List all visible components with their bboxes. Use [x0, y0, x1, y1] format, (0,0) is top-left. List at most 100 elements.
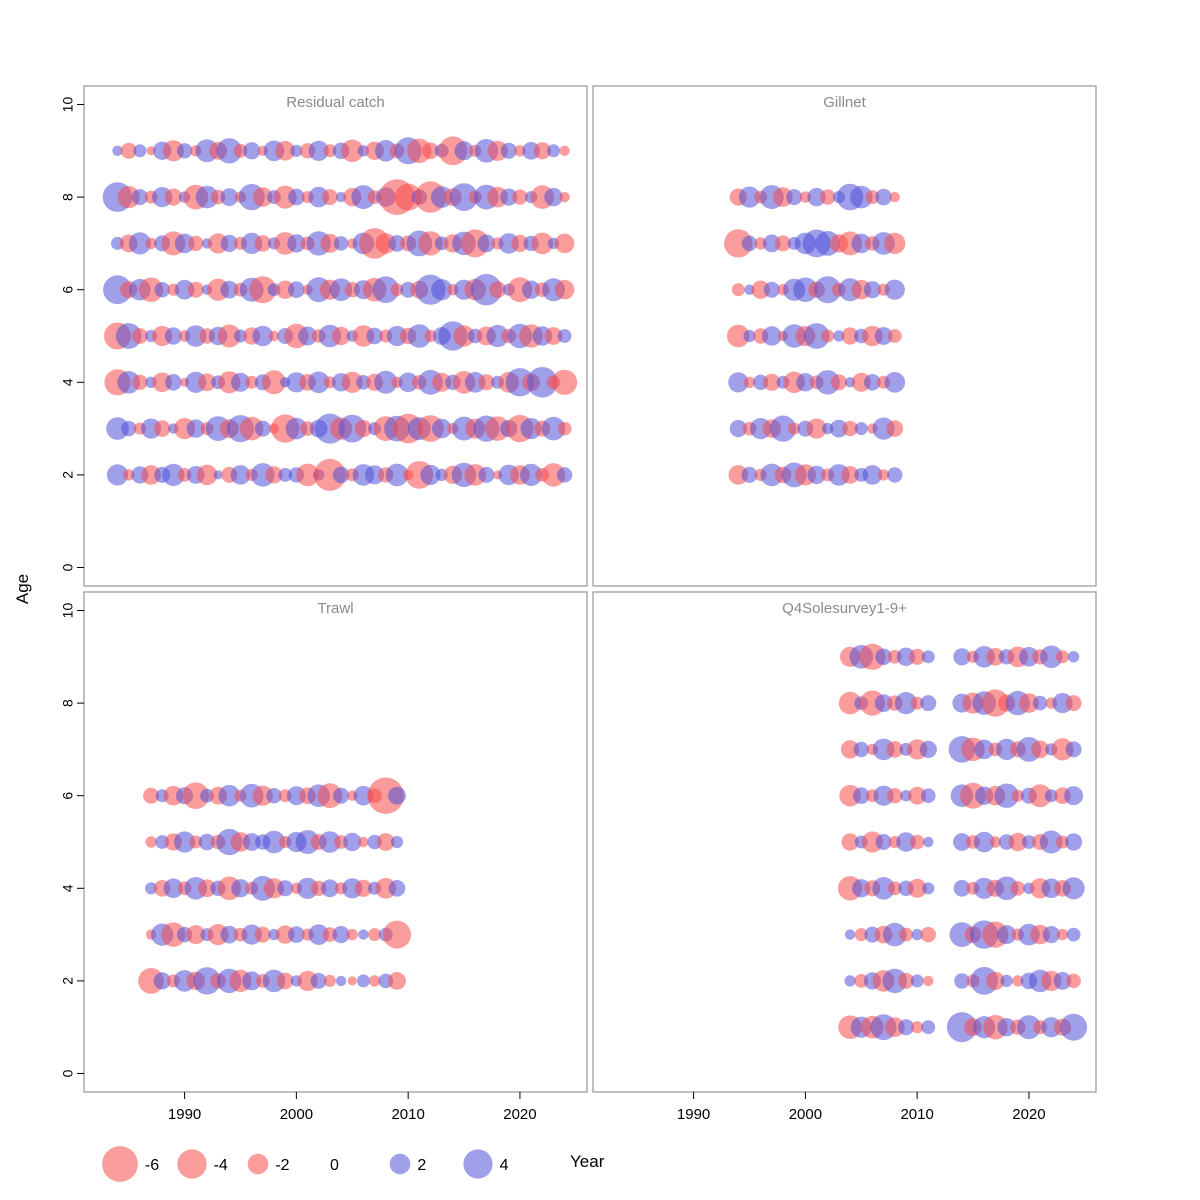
- residual-bubble: [372, 276, 400, 304]
- residual-bubble: [884, 232, 906, 254]
- residual-bubble: [544, 187, 563, 207]
- x-tick-label: 2010: [900, 1106, 933, 1123]
- residual-bubble: [911, 928, 923, 941]
- legend-bubble: [102, 1146, 138, 1182]
- residual-bubble: [319, 831, 341, 853]
- residual-bubble: [994, 876, 1019, 901]
- x-tick-label: 2000: [789, 1106, 822, 1123]
- residual-bubble: [277, 880, 294, 897]
- residual-bubble: [189, 835, 203, 849]
- residual-bubble: [1067, 651, 1080, 663]
- residual-bubble: [898, 1019, 914, 1036]
- residual-bubble: [431, 418, 452, 439]
- residual-bubble: [1053, 972, 1072, 990]
- residual-bubble: [329, 278, 353, 302]
- residual-bubble: [527, 367, 558, 398]
- residual-bubble: [786, 189, 803, 206]
- residual-bubble: [921, 788, 936, 803]
- residual-bubble: [153, 420, 171, 437]
- residual-bubble: [865, 190, 880, 205]
- residual-bubble: [323, 144, 337, 158]
- residual-bubble: [989, 836, 1002, 848]
- residual-bubble: [390, 835, 404, 849]
- residual-bubble: [231, 879, 250, 898]
- residual-bubble: [343, 832, 362, 852]
- residual-bubble: [863, 281, 882, 299]
- residual-bubble: [288, 281, 305, 299]
- residual-bubble: [390, 283, 404, 297]
- residual-bubble: [220, 925, 239, 944]
- residual-bubble: [489, 281, 506, 299]
- residual-bubble: [887, 881, 902, 896]
- residual-bubble: [724, 229, 753, 258]
- residual-bubble: [332, 466, 350, 484]
- residual-bubble: [249, 276, 277, 304]
- residual-bubble: [296, 463, 319, 487]
- residual-bubble: [554, 279, 575, 300]
- residual-bubble: [367, 777, 404, 814]
- residual-bubble: [123, 469, 135, 481]
- residual-bubble: [254, 420, 271, 437]
- residual-bubble: [454, 141, 474, 161]
- legend-label: 4: [500, 1157, 509, 1174]
- residual-bubble: [762, 234, 781, 253]
- residual-bubble: [884, 279, 905, 300]
- residual-bubble: [431, 279, 453, 301]
- residual-bubble: [738, 186, 761, 208]
- panel-q4solesurvey: Q4Solesurvey1-9+ 1990 2000 2010 2020: [592, 591, 1097, 1123]
- y-tick-label: 6: [60, 792, 76, 800]
- residual-bubble: [974, 739, 994, 760]
- residual-bubble: [388, 880, 406, 897]
- residual-bubble: [333, 787, 350, 804]
- y-tick-label: 8: [60, 193, 76, 201]
- residual-bubble: [511, 234, 529, 252]
- panel-title: Residual catch: [286, 94, 384, 111]
- residual-bubble: [763, 373, 781, 391]
- residual-bubble: [1010, 881, 1026, 896]
- residual-bubble: [500, 142, 517, 159]
- residual-bubble: [385, 463, 409, 487]
- residual-bubble: [762, 326, 782, 346]
- residual-bubble: [252, 325, 274, 347]
- residual-bubble: [821, 329, 835, 343]
- residual-bubble: [886, 741, 904, 758]
- residual-bubble: [886, 420, 904, 437]
- residual-bubble: [115, 323, 142, 349]
- residual-bubble: [973, 831, 995, 853]
- residual-bubble: [1008, 832, 1027, 852]
- residual-bubble: [163, 878, 184, 899]
- residual-bubble: [520, 463, 543, 486]
- residual-bubble: [366, 327, 383, 345]
- residual-bubble: [351, 185, 376, 210]
- residual-bubble: [422, 142, 439, 160]
- residual-bubble: [820, 189, 836, 205]
- residual-bubble: [313, 458, 346, 491]
- residual-bubble: [910, 696, 924, 710]
- residual-bubble: [997, 1017, 1016, 1037]
- residual-bubble: [1032, 695, 1048, 711]
- residual-bubble: [478, 374, 495, 391]
- residual-bubble: [331, 326, 351, 346]
- residual-bubble: [308, 140, 329, 161]
- residual-bubble: [884, 372, 906, 393]
- residual-bubble: [1064, 786, 1084, 806]
- residual-bubble: [143, 787, 160, 804]
- residual-bubble: [741, 235, 758, 252]
- legend-bubble: [463, 1149, 493, 1179]
- residual-bubble: [853, 787, 870, 804]
- residual-bubble: [195, 185, 219, 209]
- residual-bubble: [106, 417, 129, 440]
- residual-bubble: [470, 274, 503, 306]
- residual-bubble: [769, 415, 797, 442]
- residual-bubble: [841, 833, 859, 851]
- residual-bubble: [432, 372, 452, 392]
- x-tick-label: 2010: [391, 1106, 424, 1123]
- residual-bubble: [162, 463, 185, 486]
- residual-bubble: [220, 234, 238, 252]
- residual-bubble: [874, 327, 893, 345]
- panel-border: [592, 591, 1097, 1093]
- residual-bubble: [953, 648, 971, 666]
- y-tick-label: 10: [60, 97, 76, 113]
- residual-bubble: [230, 465, 251, 485]
- residual-bubble: [486, 324, 509, 348]
